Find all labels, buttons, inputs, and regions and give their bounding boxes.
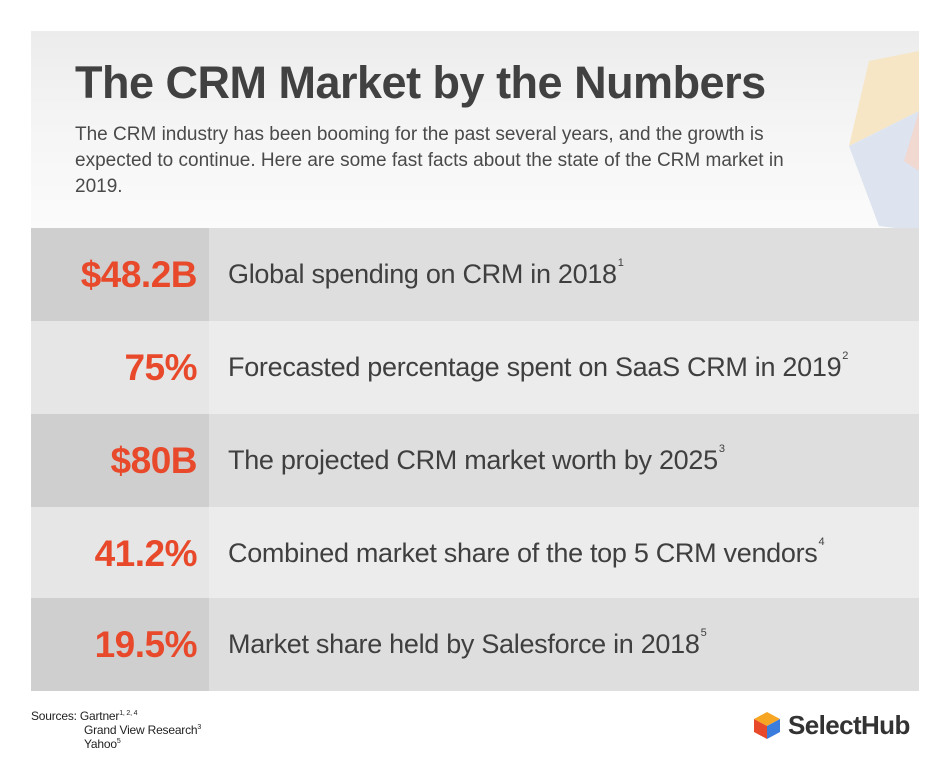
footnote-marker: 3 [718, 443, 725, 455]
header: The CRM Market by the Numbers The CRM in… [31, 31, 919, 228]
footnote-marker: 5 [700, 627, 707, 639]
infographic-card: The CRM Market by the Numbers The CRM in… [31, 31, 919, 691]
stat-row: $80B The projected CRM market worth by 2… [31, 414, 919, 507]
stat-description: Forecasted percentage spent on SaaS CRM … [228, 350, 849, 382]
decorative-cube-icon [849, 51, 919, 228]
brand-name: SelectHub [788, 709, 910, 740]
stat-row: $48.2B Global spending on CRM in 20181 [31, 228, 919, 321]
stat-row: 75% Forecasted percentage spent on SaaS … [31, 321, 919, 414]
page-title: The CRM Market by the Numbers [75, 57, 766, 108]
cube-logo-icon [754, 712, 780, 739]
stat-value: 41.2% [94, 533, 198, 574]
stat-description: The projected CRM market worth by 20253 [228, 443, 725, 475]
source-name: Gartner [79, 709, 120, 723]
footnote-marker: 1 [617, 257, 624, 269]
source-refs: 5 [116, 738, 121, 745]
stat-description: Combined market share of the top 5 CRM v… [228, 536, 825, 568]
footnote-marker: 4 [818, 536, 825, 548]
footnote-marker: 2 [842, 350, 849, 362]
source-name: Yahoo [84, 737, 117, 751]
stat-row: 41.2% Combined market share of the top 5… [31, 507, 919, 600]
stat-value: 19.5% [94, 624, 198, 665]
stat-value: $48.2B [80, 254, 198, 295]
stat-row: 19.5% Market share held by Salesforce in… [31, 598, 919, 691]
brand-logo: SelectHub [752, 708, 910, 742]
stat-description: Market share held by Salesforce in 20185 [228, 627, 707, 659]
source-refs: 3 [197, 724, 202, 731]
stat-value: $80B [110, 440, 198, 481]
stat-value: 75% [124, 347, 197, 388]
stat-description: Global spending on CRM in 20181 [228, 257, 624, 289]
source-refs: 1, 2, 4 [119, 710, 138, 717]
source-name: Grand View Research [84, 723, 198, 737]
sources-label: Sources: [31, 709, 77, 723]
intro-text: The CRM industry has been booming for th… [75, 124, 784, 197]
sources: Sources: Gartner1, 2, 4 Grand View Resea… [31, 709, 201, 751]
